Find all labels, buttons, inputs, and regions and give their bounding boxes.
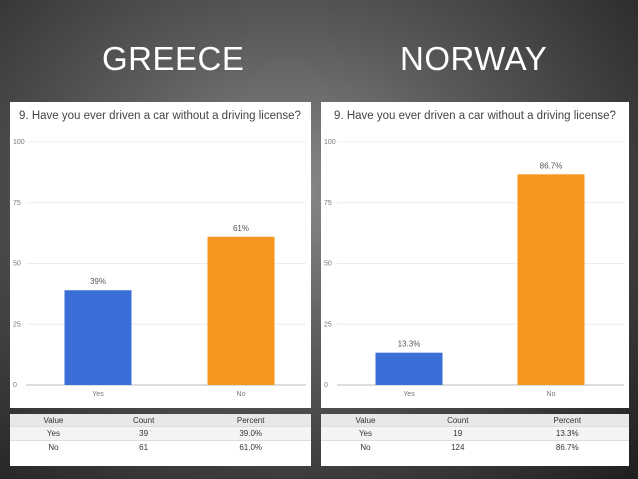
y-tick-label: 0 [324, 382, 328, 389]
table-cell: No [10, 440, 97, 454]
table-cell: 39 [96, 426, 191, 441]
table-header-row: Value Count Percent [321, 414, 629, 427]
x-tick-label: Yes [92, 391, 104, 398]
y-tick-label: 25 [13, 321, 21, 328]
y-tick-label: 100 [324, 139, 336, 146]
column-header: Value [321, 414, 410, 427]
table-cell: 124 [409, 440, 506, 454]
table-cell: 61.0% [190, 440, 311, 454]
y-tick-label: 25 [324, 321, 332, 328]
norway-bar-chart: 9. Have you ever driven a car without a … [324, 110, 624, 398]
x-tick-label: No [547, 391, 556, 398]
bar [64, 290, 132, 385]
table-cell: Yes [10, 426, 97, 441]
x-tick-label: No [237, 391, 246, 398]
data-label: 61% [233, 224, 249, 233]
column-header: Count [96, 414, 191, 427]
bar [517, 174, 585, 385]
data-label: 39% [90, 277, 106, 286]
norway-heading: NORWAY [400, 40, 548, 77]
bar [207, 236, 275, 385]
y-tick-label: 75 [324, 200, 332, 207]
table-row: No 61 61.0% [10, 440, 311, 454]
y-tick-label: 75 [13, 200, 21, 207]
table-header-row: Value Count Percent [10, 414, 311, 427]
column-header: Value [10, 414, 97, 427]
chart-title: 9. Have you ever driven a car without a … [19, 110, 301, 122]
table-cell: 61 [96, 440, 191, 454]
y-tick-label: 50 [13, 261, 21, 268]
table-row: Yes 39 39.0% [10, 426, 311, 441]
bar [375, 352, 443, 385]
greece-chart-panel: 9. Have you ever driven a car without a … [10, 102, 311, 408]
table-row: No 124 86.7% [321, 440, 629, 454]
column-header: Percent [505, 414, 629, 427]
y-tick-label: 50 [324, 261, 332, 268]
table-row: Yes 19 13.3% [321, 426, 629, 441]
norway-results-table: Value Count Percent Yes 19 13.3% No 124 … [321, 414, 629, 466]
greece-bar-chart: 9. Have you ever driven a car without a … [13, 110, 306, 398]
y-tick-label: 0 [13, 382, 17, 389]
greece-heading: GREECE [102, 40, 245, 77]
column-header: Percent [190, 414, 311, 427]
table-cell: 39.0% [190, 426, 311, 441]
y-tick-label: 100 [13, 139, 25, 146]
norway-chart-panel: 9. Have you ever driven a car without a … [321, 102, 629, 408]
table-cell: 19 [409, 426, 506, 441]
chart-title: 9. Have you ever driven a car without a … [334, 110, 616, 122]
x-tick-label: Yes [403, 391, 415, 398]
table-cell: Yes [321, 426, 410, 441]
greece-results-table: Value Count Percent Yes 39 39.0% No 61 6… [10, 414, 311, 466]
column-header: Count [409, 414, 506, 427]
data-label: 13.3% [398, 340, 421, 349]
table-cell: 13.3% [505, 426, 629, 441]
table-cell: No [321, 440, 410, 454]
table-cell: 86.7% [505, 440, 629, 454]
data-label: 86.7% [540, 161, 563, 170]
